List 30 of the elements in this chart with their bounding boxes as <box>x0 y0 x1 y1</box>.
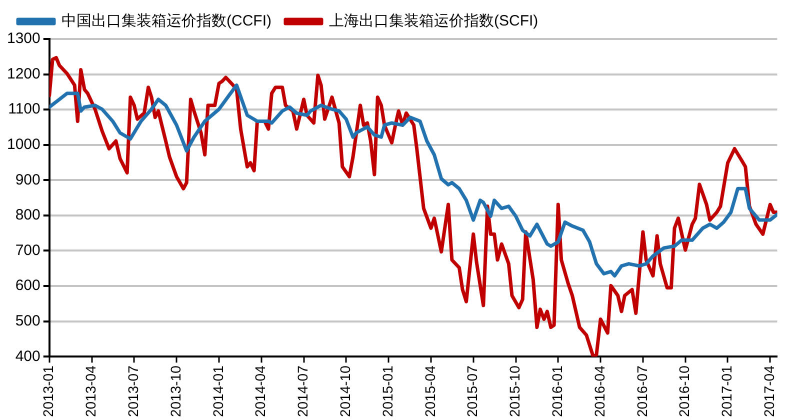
x-tick-label: 2014-01 <box>210 365 226 418</box>
y-tick-label: 600 <box>15 277 40 294</box>
y-tick-label: 1300 <box>6 30 40 48</box>
x-tick-label: 2014-04 <box>252 365 268 418</box>
y-tick-label: 900 <box>15 171 40 188</box>
x-tick-label: 2016-01 <box>549 365 566 418</box>
x-tick-label: 2015-04 <box>422 365 438 418</box>
x-tick-label: 2013-01 <box>40 365 56 418</box>
x-tick-label: 2017-01 <box>718 365 735 418</box>
y-tick-label: 1200 <box>6 65 40 82</box>
x-tick-label: 2014-07 <box>294 365 311 418</box>
y-tick-label: 1100 <box>8 100 40 118</box>
y-tick-label: 400 <box>15 348 40 365</box>
x-tick-label: 2015-07 <box>464 365 480 418</box>
x-tick-label: 2015-10 <box>506 365 523 418</box>
x-tick-label: 2016-04 <box>591 365 608 418</box>
x-tick-label: 2013-10 <box>167 365 184 418</box>
x-tick-label: 2015-01 <box>379 365 396 418</box>
x-tick-label: 2014-10 <box>337 365 354 418</box>
x-tick-label: 2017-04 <box>761 365 777 418</box>
x-tick-label: 2013-07 <box>125 365 142 418</box>
legend-label: 上海出口集装箱运价指数(SCFI) <box>328 12 538 30</box>
y-tick-label: 500 <box>15 312 40 330</box>
y-tick-label: 1000 <box>6 136 40 154</box>
y-tick-label: 800 <box>15 206 40 224</box>
y-tick-label: 700 <box>15 242 40 259</box>
x-tick-label: 2013-04 <box>82 365 99 418</box>
legend-label: 中国出口集装箱运价指数(CCFI) <box>62 12 272 30</box>
x-tick-label: 2016-07 <box>634 365 650 418</box>
x-tick-label: 2016-10 <box>676 365 692 418</box>
